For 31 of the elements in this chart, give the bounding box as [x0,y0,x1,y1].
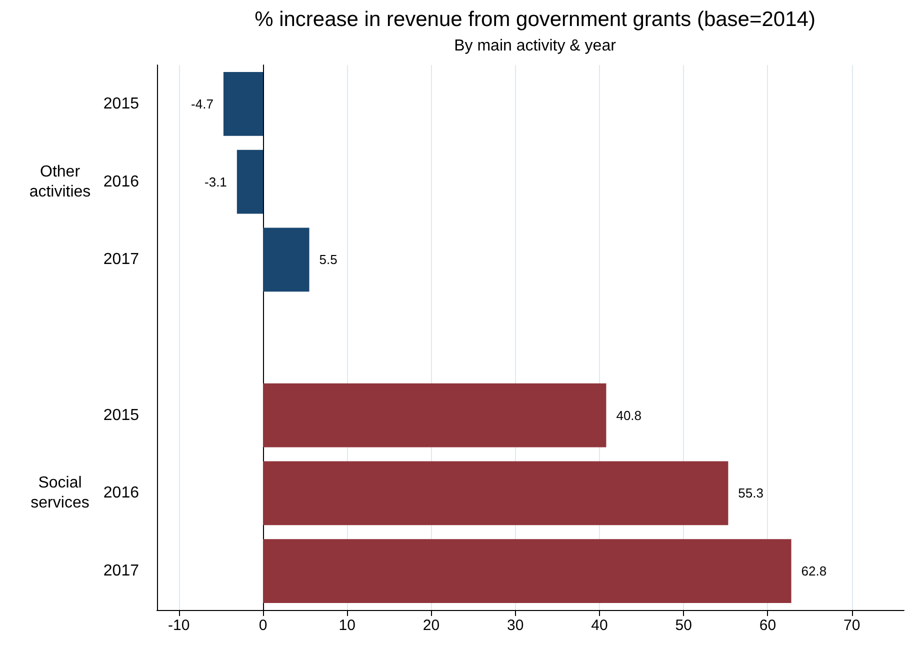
bar [236,150,263,214]
text: Social services [30,474,90,512]
x-tick-label: 20 [422,617,440,634]
x-tick-label: 40 [591,617,608,634]
text: Other activities [29,163,91,200]
chart-title: % increase in revenue from government grants (base=2014) [254,8,816,31]
bar [262,383,606,448]
x-tick-label: 70 [844,617,860,634]
x-tick-label: 60 [759,617,776,634]
x-tick-label: 10 [338,617,356,634]
y-tick-label: 2015 [103,95,140,112]
y-tick-label: 2016 [103,173,140,190]
data-label: -3.1 [204,174,227,190]
x-tick-label: -10 [168,617,190,634]
y-tick-label: 2015 [103,406,140,424]
data-label: 5.5 [319,252,338,268]
x-tick-label: 30 [507,617,524,634]
y-tick-label: 2017 [103,562,140,580]
y-tick-label: 2017 [103,251,140,268]
bar [262,228,310,292]
data-label: -4.7 [191,96,214,112]
chart-subtitle: By main activity & year [454,38,617,54]
bar [262,539,792,603]
data-label: 55.3 [738,486,764,501]
y-tick-label: 2016 [103,484,140,502]
x-tick-label: 50 [675,617,692,634]
data-label: 62.8 [801,564,827,579]
bar [223,72,263,136]
bar [262,461,728,526]
data-label: 40.8 [616,408,642,423]
x-tick-label: 0 [258,617,268,634]
